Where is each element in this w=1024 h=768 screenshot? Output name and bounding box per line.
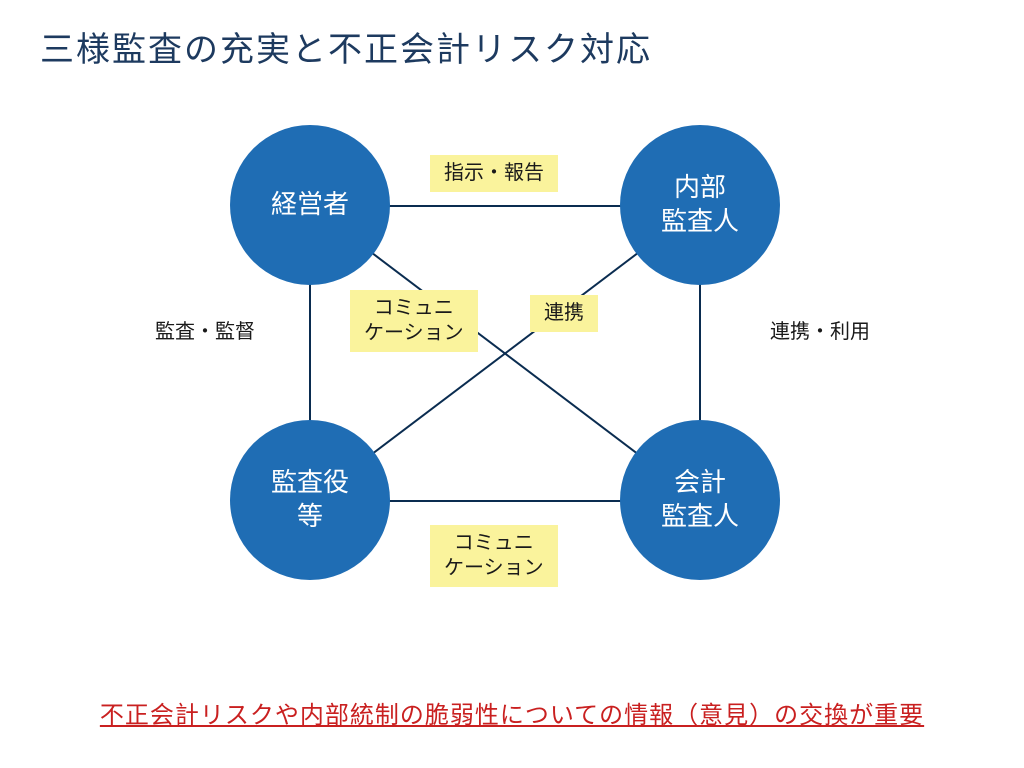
edge-label: 監査・監督	[155, 320, 255, 345]
node-auditor: 監査役 等	[230, 420, 390, 580]
edge-label: 連携・利用	[770, 320, 870, 345]
edge-label: 指示・報告	[430, 155, 558, 192]
node-mgmt: 経営者	[230, 125, 390, 285]
node-cpa: 会計 監査人	[620, 420, 780, 580]
network-diagram: 経営者内部 監査人監査役 等会計 監査人指示・報告監査・監督コミュニ ケーション…	[0, 100, 1024, 640]
edge-label: 連携	[530, 295, 598, 332]
node-internal: 内部 監査人	[620, 125, 780, 285]
footer-note: 不正会計リスクや内部統制の脆弱性についての情報（意見）の交換が重要	[0, 695, 1024, 730]
edge-label: コミュニ ケーション	[350, 290, 478, 352]
page-title: 三様監査の充実と不正会計リスク対応	[40, 22, 652, 71]
edge-label: コミュニ ケーション	[430, 525, 558, 587]
